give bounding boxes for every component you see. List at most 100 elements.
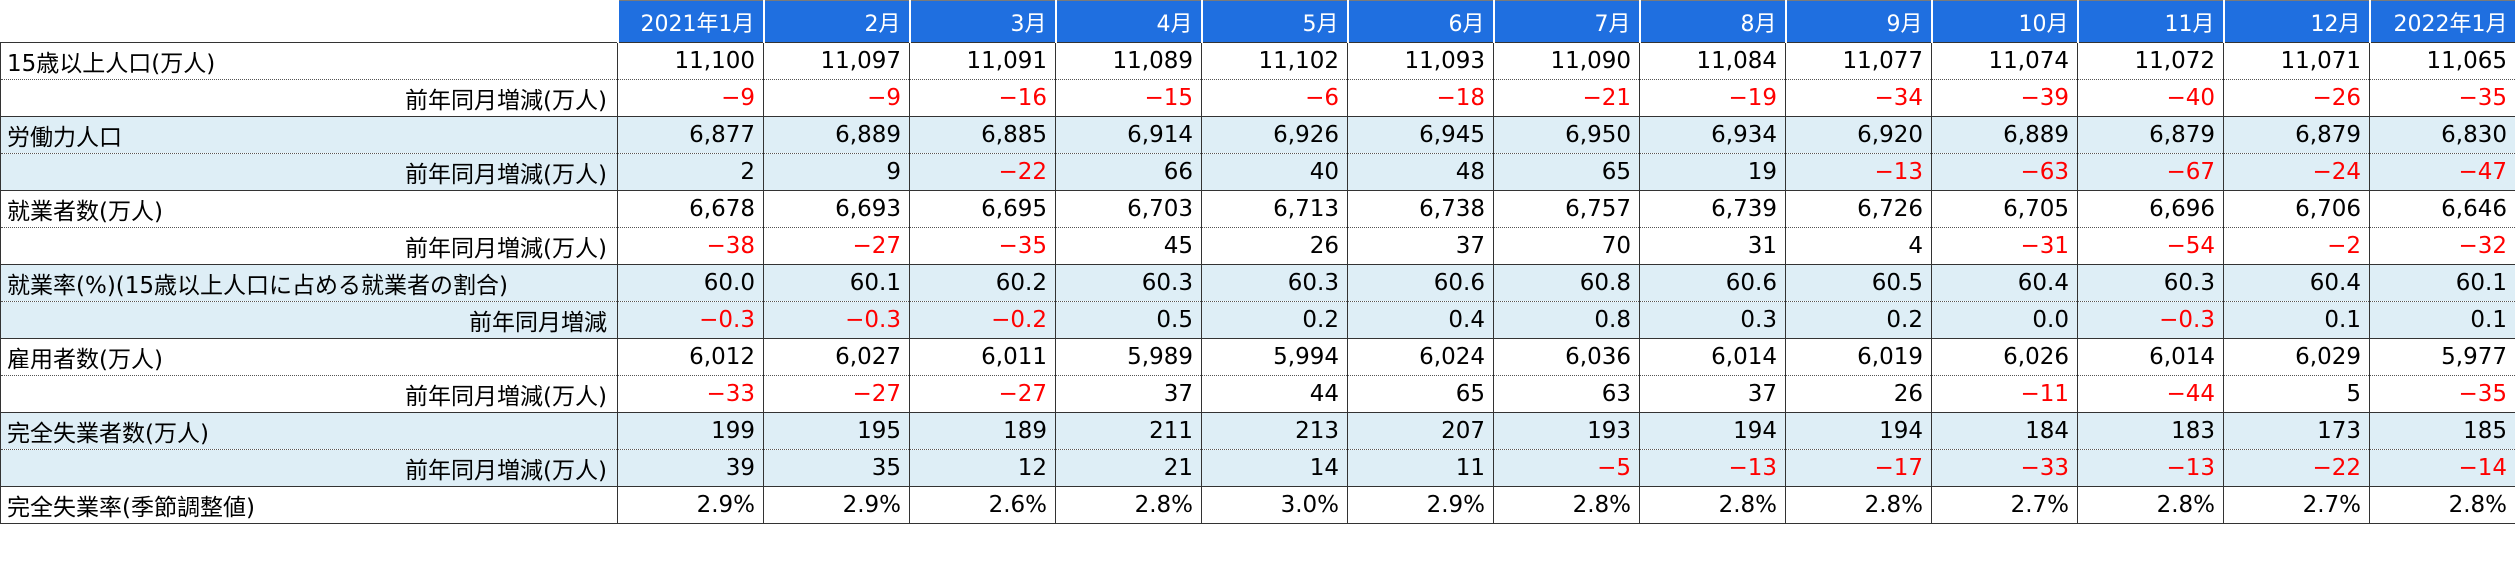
value-cell: 11,090 (1493, 42, 1640, 80)
value-cell: 193 (1493, 412, 1640, 450)
value-cell: 0.0 (1931, 301, 2078, 339)
value-cell: 6,703 (1055, 190, 1202, 228)
value-cell: 6,934 (1639, 116, 1786, 154)
row-label: 就業者数(万人) (0, 190, 618, 228)
value-cell: −9 (617, 79, 764, 117)
header-cell: 12月 (2222, 0, 2370, 43)
value-cell: 11,074 (1931, 42, 2078, 80)
row-label: 前年同月増減(万人) (0, 227, 618, 265)
value-cell: 183 (2077, 412, 2224, 450)
header-cell: 2月 (762, 0, 910, 43)
value-cell: −34 (1785, 79, 1932, 117)
value-cell: 195 (763, 412, 910, 450)
value-cell: 48 (1347, 153, 1494, 191)
table-row: 完全失業率(季節調整値) 2.9% 2.9% 2.6% 2.8% 3.0% 2.9% 2.8%… (0, 486, 2515, 524)
value-cell: −13 (1639, 449, 1786, 487)
value-cell: 184 (1931, 412, 2078, 450)
value-cell: 6,885 (909, 116, 1056, 154)
value-cell: 2.8% (2369, 486, 2515, 524)
table-row: 前年同月増減 −0.3 −0.3 −0.2 0.5 0.2 0.4 0.8 0.3 0.2 0.0−… (0, 301, 2515, 339)
value-cell: 4 (1785, 227, 1932, 265)
value-cell: 60.3 (1201, 264, 1348, 302)
header-cell: 6月 (1346, 0, 1494, 43)
value-cell: 31 (1639, 227, 1786, 265)
value-cell: 60.3 (2077, 264, 2224, 302)
value-cell: 2.7% (2223, 486, 2370, 524)
value-cell: 6,889 (1931, 116, 2078, 154)
value-cell: 0.5 (1055, 301, 1202, 339)
value-cell: −31 (1931, 227, 2078, 265)
value-cell: −14 (2369, 449, 2515, 487)
row-label: 前年同月増減(万人) (0, 449, 618, 487)
value-cell: 5 (2223, 375, 2370, 413)
value-cell: 2.8% (1493, 486, 1640, 524)
value-cell: −40 (2077, 79, 2224, 117)
table-row: 前年同月増減(万人) −38 −27 −35 45 26 37 70 31 4 −31 −54 −2 −3… (0, 227, 2515, 265)
value-cell: 2.8% (1055, 486, 1202, 524)
value-cell: 194 (1639, 412, 1786, 450)
value-cell: 45 (1055, 227, 1202, 265)
value-cell: −22 (909, 153, 1056, 191)
value-cell: 11,100 (617, 42, 764, 80)
value-cell: 11,093 (1347, 42, 1494, 80)
header-cell: 10月 (1930, 0, 2078, 43)
header-cell: 2022年1月 (2368, 0, 2515, 43)
value-cell: 6,713 (1201, 190, 1348, 228)
table-row: 完全失業者数(万人) 199 195 189 211 213 207 193 194 194 184… (0, 412, 2515, 450)
value-cell: 6,026 (1931, 338, 2078, 376)
value-cell: 11,084 (1639, 42, 1786, 80)
value-cell: 189 (909, 412, 1056, 450)
value-cell: 37 (1639, 375, 1786, 413)
value-cell: 2.8% (1785, 486, 1932, 524)
value-cell: 6,019 (1785, 338, 1932, 376)
value-cell: −24 (2223, 153, 2370, 191)
value-cell: 0.1 (2369, 301, 2515, 339)
value-cell: −2 (2223, 227, 2370, 265)
value-cell: −6 (1201, 79, 1348, 117)
value-cell: 6,889 (763, 116, 910, 154)
row-label: 前年同月増減 (0, 301, 618, 339)
value-cell: 6,012 (617, 338, 764, 376)
value-cell: −27 (763, 227, 910, 265)
value-cell: 19 (1639, 153, 1786, 191)
value-cell: −47 (2369, 153, 2515, 191)
value-cell: −11 (1931, 375, 2078, 413)
value-cell: 6,036 (1493, 338, 1640, 376)
table-row: 前年同月増減(万人) −9 −9 −16 −15 −6 −18 −21 −19 −34 −39 −40… (0, 79, 2515, 117)
header-cell: 11月 (2076, 0, 2224, 43)
value-cell: −0.2 (909, 301, 1056, 339)
value-cell: 6,739 (1639, 190, 1786, 228)
value-cell: 11,089 (1055, 42, 1202, 80)
value-cell: 60.5 (1785, 264, 1932, 302)
value-cell: 11,072 (2077, 42, 2224, 80)
value-cell: 6,695 (909, 190, 1056, 228)
value-cell: 70 (1493, 227, 1640, 265)
table-row: 前年同月増減(万人) −33 −27 −27 37 44 65 63 37 26 −11 −44 5 −3… (0, 375, 2515, 413)
value-cell: 60.8 (1493, 264, 1640, 302)
value-cell: 0.3 (1639, 301, 1786, 339)
value-cell: 6,706 (2223, 190, 2370, 228)
row-label: 前年同月増減(万人) (0, 375, 618, 413)
header-cell: 9月 (1784, 0, 1932, 43)
value-cell: 60.6 (1639, 264, 1786, 302)
value-cell: 60.0 (617, 264, 764, 302)
value-cell: 60.1 (2369, 264, 2515, 302)
value-cell: 2.9% (1347, 486, 1494, 524)
value-cell: 60.1 (763, 264, 910, 302)
value-cell: 60.6 (1347, 264, 1494, 302)
value-cell: 12 (909, 449, 1056, 487)
value-cell: −32 (2369, 227, 2515, 265)
value-cell: 6,726 (1785, 190, 1932, 228)
value-cell: 5,977 (2369, 338, 2515, 376)
value-cell: 0.2 (1785, 301, 1932, 339)
value-cell: 185 (2369, 412, 2515, 450)
value-cell: 26 (1201, 227, 1348, 265)
value-cell: 35 (763, 449, 910, 487)
value-cell: 11,102 (1201, 42, 1348, 80)
value-cell: 11,097 (763, 42, 910, 80)
value-cell: 213 (1201, 412, 1348, 450)
value-cell: 39 (617, 449, 764, 487)
value-cell: −0.3 (617, 301, 764, 339)
header-cell: 7月 (1492, 0, 1640, 43)
value-cell: −67 (2077, 153, 2224, 191)
